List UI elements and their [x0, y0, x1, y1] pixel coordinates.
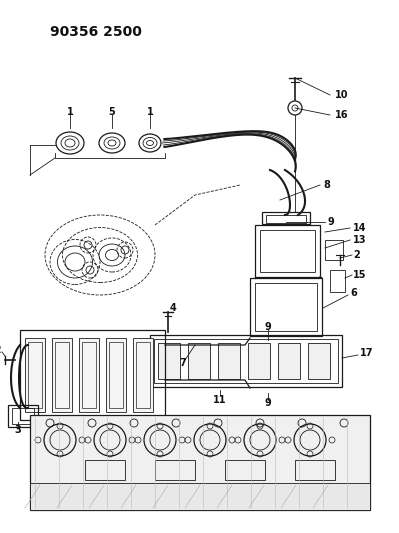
Bar [155, 460, 195, 480]
Bar [12, 408, 34, 424]
Text: 1: 1 [146, 107, 153, 117]
Bar [325, 240, 343, 260]
Text: 6: 6 [350, 288, 357, 298]
Bar [109, 342, 123, 408]
Bar [295, 460, 335, 480]
Bar [25, 338, 45, 412]
Text: 15: 15 [353, 270, 367, 280]
Text: 16: 16 [335, 110, 348, 120]
Bar [30, 415, 370, 510]
Bar [52, 338, 72, 412]
Bar [255, 283, 317, 331]
Text: 9: 9 [265, 398, 271, 408]
Bar [158, 343, 180, 379]
Text: 5: 5 [109, 107, 115, 117]
Bar [330, 270, 345, 292]
Bar [218, 343, 240, 379]
Text: 1: 1 [67, 107, 73, 117]
Bar [248, 343, 270, 379]
Bar [82, 342, 96, 408]
Bar [255, 225, 320, 277]
Bar [308, 343, 330, 379]
Bar [266, 215, 306, 223]
Bar [8, 405, 38, 427]
Bar [79, 338, 99, 412]
Bar [250, 278, 322, 336]
Bar [260, 230, 315, 272]
Bar [55, 342, 69, 408]
Bar [133, 338, 153, 412]
Bar [225, 460, 265, 480]
Text: 10: 10 [335, 90, 348, 100]
Text: 9: 9 [328, 217, 335, 227]
Bar [85, 460, 125, 480]
Bar [20, 330, 165, 420]
Text: 9: 9 [265, 322, 271, 332]
Text: 2: 2 [353, 250, 360, 260]
Text: 3: 3 [15, 425, 22, 435]
Text: 13: 13 [353, 235, 367, 245]
Text: 8: 8 [323, 180, 330, 190]
Text: 4: 4 [170, 303, 177, 313]
Text: 12: 12 [0, 345, 2, 355]
Bar [106, 338, 126, 412]
Bar [278, 343, 300, 379]
Text: 90356 2500: 90356 2500 [50, 25, 142, 39]
Bar [28, 342, 42, 408]
Bar [136, 342, 150, 408]
Text: 11: 11 [213, 395, 227, 405]
Bar [150, 335, 342, 387]
Text: 17: 17 [360, 348, 373, 358]
Text: 14: 14 [353, 223, 367, 233]
Text: 7: 7 [180, 358, 186, 368]
Bar [154, 339, 338, 383]
Bar [188, 343, 210, 379]
Bar [30, 483, 370, 510]
Bar [262, 212, 310, 224]
